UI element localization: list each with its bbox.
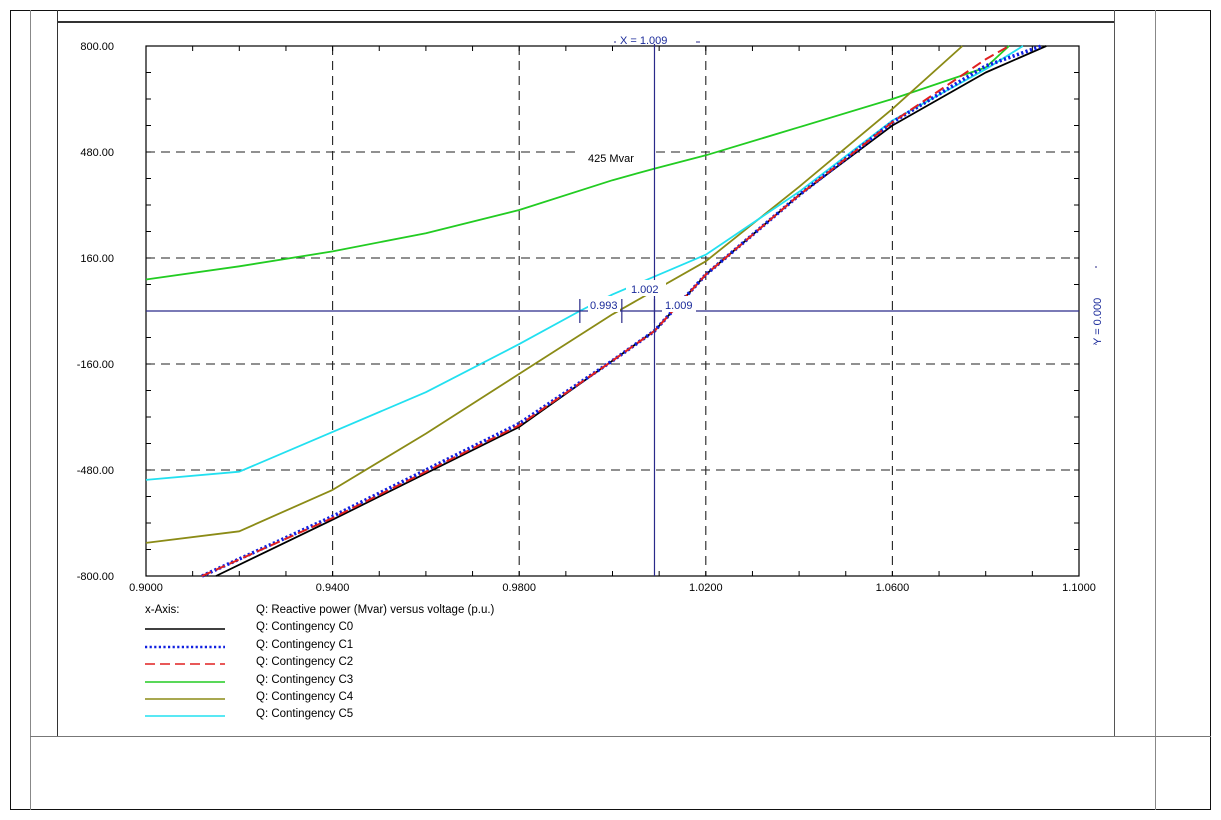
cursor-annotation: 425 Mvar [588,153,634,165]
tick-labels: 0.9000 0.9400 0.9800 1.0200 1.0600 1.1000 800.… [77,41,1096,594]
content-right-border [1114,10,1115,736]
marker-label-0993: 0.993 [590,300,618,312]
legend-axis-desc: Q: Reactive power (Mvar) versus voltage … [256,604,495,616]
content-left-border [57,10,58,736]
legend-label: Q: Contingency C2 [256,656,354,669]
right-panel-border [1155,10,1156,810]
legend-axis-label: x-Axis: [145,604,180,616]
x-tick-label: 1.1000 [1062,582,1096,594]
legend-label: Q: Contingency C1 [256,638,354,651]
legend-swatch [145,715,225,718]
cursor-lines [146,30,1104,576]
header-divider [57,21,1114,23]
marker-label-1002: 1.002 [631,284,659,296]
page-frame [10,10,1211,810]
cursor-y-label: Y = 0.000 [1092,298,1104,345]
legend-label: Q: Contingency C4 [256,690,354,703]
cursor-x-label: X = 1.009 [620,35,667,47]
y-tick-label: -800.00 [77,571,114,583]
x-tick-label: 0.9800 [502,582,536,594]
legend-swatch [145,645,225,648]
marker-box [662,296,696,312]
series-line-q-contingency-c4 [145,45,964,544]
marker-label-1009: 1.009 [665,300,693,312]
minor-ticks [145,45,1080,577]
y-tick-label: 160.00 [80,253,114,265]
legend-label: Q: Contingency C3 [256,673,354,686]
legend-label: Q: Contingency C5 [256,708,354,721]
cursor-y-label-box [1090,268,1104,344]
y-tick-label: 480.00 [80,147,114,159]
left-panel-border [30,10,31,810]
legend-swatch [145,628,225,631]
y-tick-label: -480.00 [77,465,114,477]
x-tick-label: 1.0600 [876,582,910,594]
marker-box [626,280,666,296]
y-tick-label: 800.00 [80,41,114,53]
legend-label: Q: Contingency C0 [256,621,354,634]
marker-box [588,296,620,312]
annotation-box [580,145,652,167]
x-tick-label: 0.9000 [129,582,163,594]
x-tick-label: 0.9400 [316,582,350,594]
legend-swatch [145,663,225,665]
content-bottom-divider [30,736,1211,737]
legend-swatch [145,680,225,683]
cursor-x-label-box [616,30,696,44]
x-tick-label: 1.0200 [689,582,723,594]
gridlines [146,46,1079,576]
y-tick-label: -160.00 [77,359,114,371]
legend-swatch [145,698,225,700]
